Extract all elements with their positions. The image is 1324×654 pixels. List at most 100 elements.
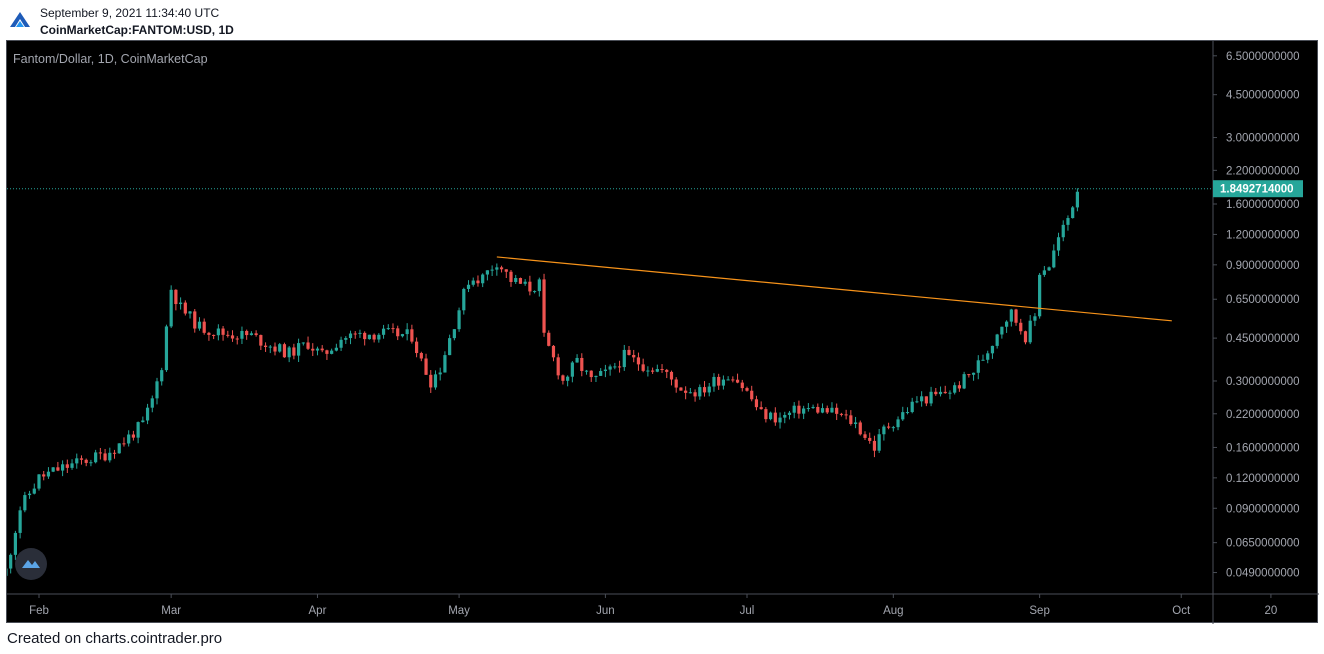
candle	[202, 318, 206, 335]
candle	[183, 300, 187, 316]
candle	[1075, 188, 1079, 212]
candle	[363, 331, 367, 346]
candle	[820, 403, 825, 414]
candle	[1033, 313, 1037, 327]
candle	[655, 364, 659, 373]
candle	[882, 424, 886, 441]
candle-body	[518, 278, 523, 284]
chart-area[interactable]: 6.5000000000 4.5000000000 3.0000000000 2.20…	[6, 40, 1319, 624]
candle	[400, 333, 405, 338]
x-tick-label: Sep	[1029, 605, 1049, 617]
candle	[98, 447, 102, 460]
candle-body	[953, 385, 957, 393]
candle-body	[160, 370, 164, 382]
candle-body	[660, 368, 664, 370]
candle-body	[358, 332, 362, 334]
candle	[915, 396, 919, 404]
candle	[910, 397, 914, 414]
candle-body	[735, 379, 740, 383]
candle-body	[721, 379, 725, 386]
candle-body	[315, 348, 320, 351]
y-tick-label: 0.1200000000	[1226, 473, 1300, 485]
candle	[7, 568, 8, 576]
candle	[344, 336, 348, 344]
symbol-label: CoinMarketCap:FANTOM:USD, 1D	[40, 23, 234, 37]
candle-body	[769, 412, 773, 420]
candle	[18, 506, 22, 539]
candle-body	[141, 420, 145, 423]
candle-body	[1061, 224, 1065, 238]
candle-body	[136, 422, 140, 438]
candle	[976, 355, 980, 380]
candle-body	[750, 390, 754, 400]
candle	[934, 387, 938, 396]
candle	[438, 367, 442, 381]
candle	[896, 416, 900, 431]
candle-body	[485, 270, 489, 275]
candle-body	[268, 346, 272, 348]
candle	[811, 404, 815, 409]
candle-body	[164, 326, 169, 371]
candle-body	[688, 392, 692, 394]
y-tick-label: 1.6000000000	[1226, 199, 1300, 211]
candle-body	[410, 329, 414, 342]
candle-body	[872, 440, 877, 451]
tradingview-watermark-button[interactable]	[15, 548, 47, 580]
candle-body	[263, 345, 268, 347]
candle-body	[386, 328, 390, 330]
price-chart[interactable]: 6.5000000000 4.5000000000 3.0000000000 2.20…	[7, 41, 1319, 624]
candle	[594, 375, 598, 383]
candle	[750, 385, 754, 402]
candle	[853, 416, 858, 429]
price-axis[interactable]: 6.5000000000 4.5000000000 3.0000000000 2.20…	[1213, 51, 1300, 580]
candle	[108, 447, 112, 463]
candle	[891, 425, 895, 432]
candle-body	[259, 335, 263, 346]
candle-body	[339, 339, 343, 348]
x-tick-label: Jul	[740, 605, 755, 617]
candle-body	[797, 405, 801, 414]
candle-body	[967, 374, 971, 376]
candle-body	[707, 386, 711, 393]
candle	[292, 343, 296, 360]
candle	[868, 432, 872, 444]
candle	[929, 386, 933, 407]
candle	[971, 372, 976, 381]
candle-body	[990, 345, 995, 354]
candle-body	[320, 348, 324, 351]
candle-body	[424, 358, 428, 375]
candle-body	[905, 412, 910, 414]
candle-body	[216, 328, 220, 336]
candle-body	[1066, 218, 1070, 225]
candle-body	[811, 406, 815, 409]
trendline[interactable]	[496, 256, 1172, 322]
candle-body	[835, 407, 839, 414]
candle	[641, 358, 645, 373]
candles-layer	[7, 188, 1079, 576]
x-tick-label: May	[448, 605, 470, 617]
candle	[1047, 266, 1051, 272]
candle-body	[986, 353, 990, 360]
candle	[1061, 220, 1065, 242]
candle	[957, 381, 961, 392]
candle-body	[240, 330, 244, 339]
candle	[391, 323, 395, 334]
candle-body	[56, 467, 60, 471]
candle-body	[287, 347, 291, 358]
candle	[490, 265, 494, 277]
candle-body	[65, 464, 69, 468]
candle-body	[499, 267, 504, 270]
candle	[353, 331, 357, 339]
candle	[476, 275, 480, 287]
candle	[452, 329, 456, 341]
candle	[396, 325, 400, 341]
time-axis[interactable]: Feb Mar Apr May Jun Jul Aug Sep Oct 20	[29, 594, 1277, 617]
candle	[646, 366, 650, 377]
candle-body	[46, 471, 51, 477]
candle	[839, 412, 843, 417]
y-tick-label: 0.0900000000	[1226, 503, 1300, 515]
candle-body	[9, 554, 13, 569]
chart-title: Fantom/Dollar, 1D, CoinMarketCap	[13, 52, 208, 66]
candle-body	[632, 354, 636, 358]
candle-body	[457, 310, 461, 330]
